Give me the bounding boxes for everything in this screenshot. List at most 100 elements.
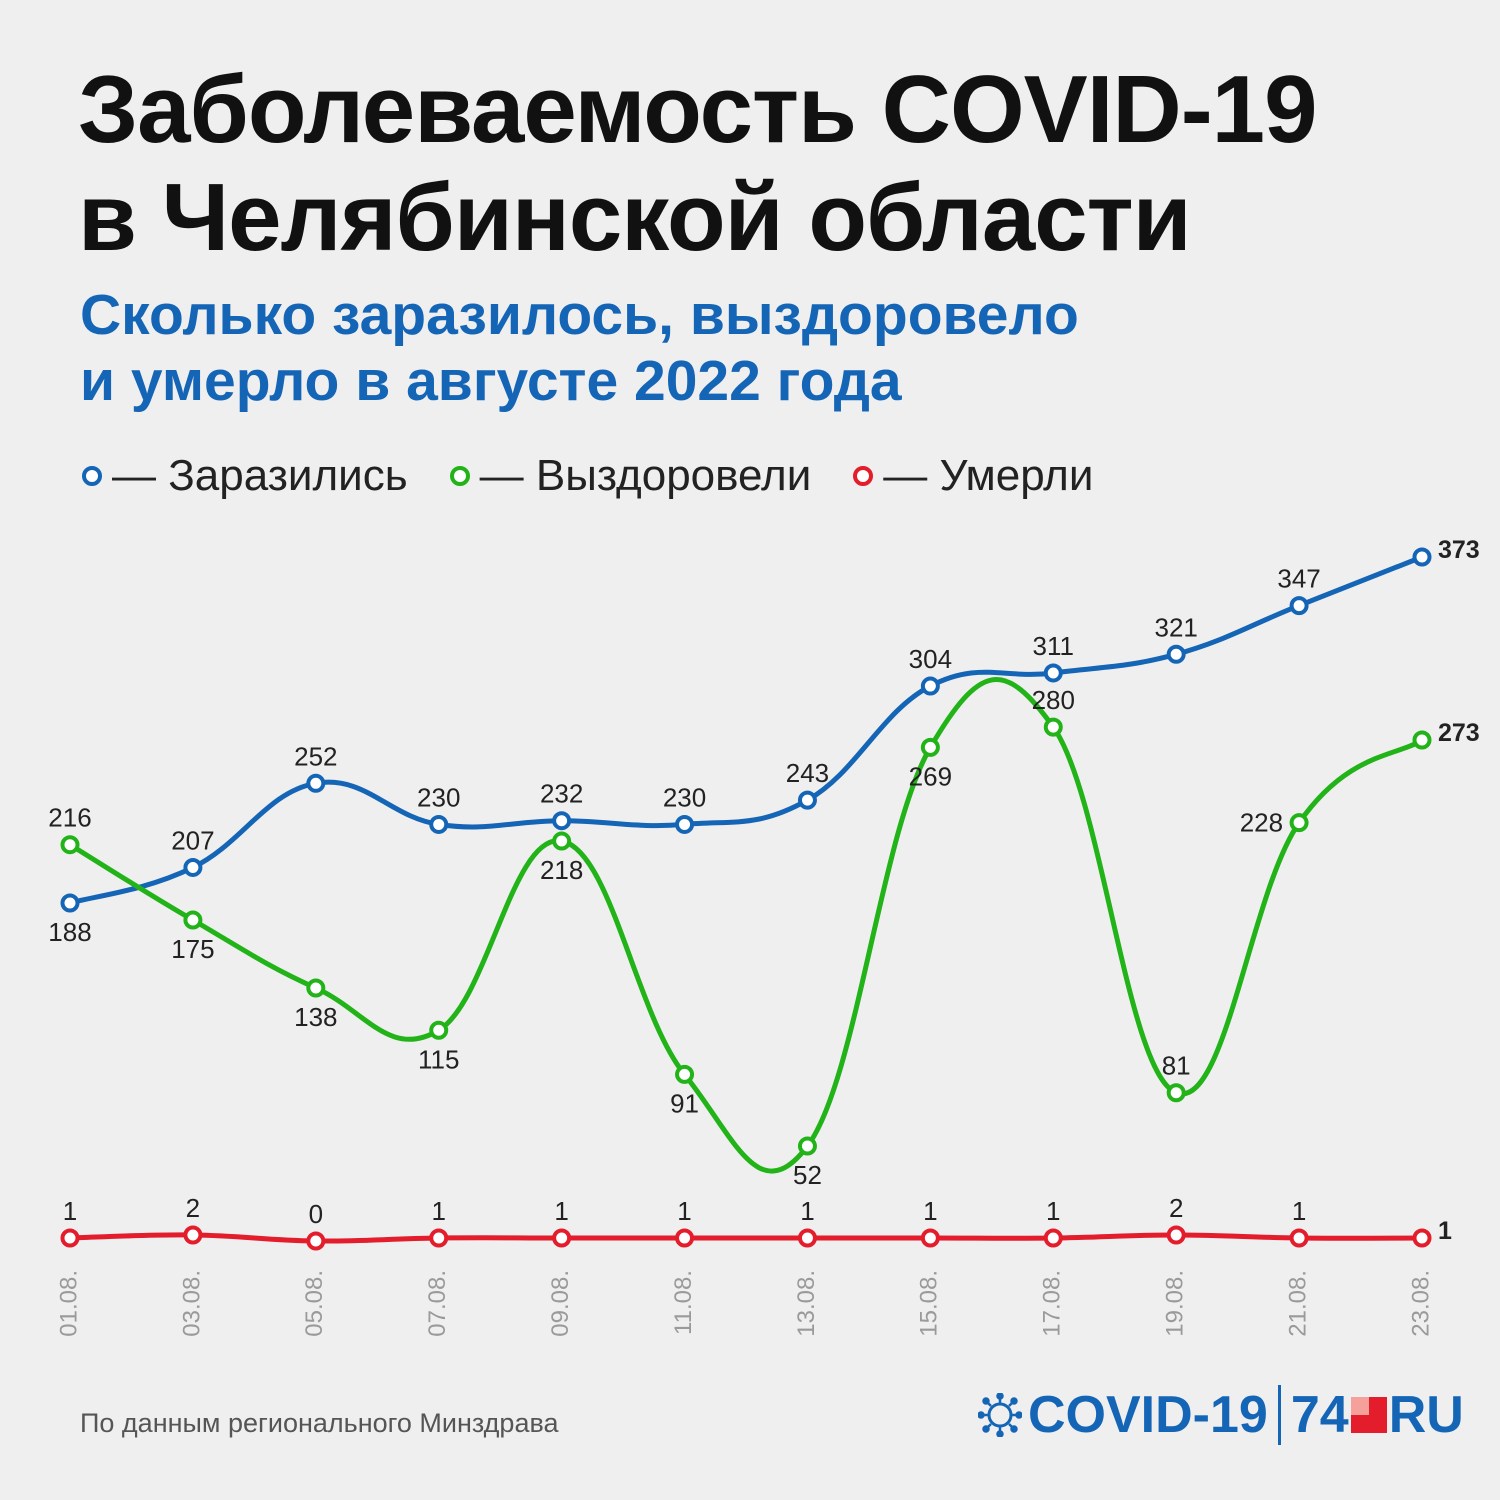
brand-logo: COVID-19 74 RU — [978, 1382, 1464, 1448]
x-tick-label: 03.08. — [178, 1270, 205, 1337]
legend-item-died: — Умерли — [853, 451, 1093, 501]
data-point-died — [306, 1231, 326, 1251]
data-label-infected: 321 — [1154, 612, 1197, 642]
x-tick-label: 05.08. — [301, 1270, 328, 1337]
data-label-recovered: 115 — [418, 1044, 459, 1074]
legend-marker-recovered — [449, 466, 470, 486]
data-point-died — [675, 1228, 695, 1248]
brand-covid-text: COVID-19 — [1028, 1386, 1268, 1444]
legend-label-infected: — Заразились — [112, 451, 408, 500]
x-tick-label: 19.08. — [1162, 1270, 1189, 1337]
data-point-died — [1412, 1228, 1432, 1248]
data-label-died: 2 — [1169, 1193, 1183, 1223]
data-point-infected — [1289, 596, 1309, 616]
data-point-recovered — [306, 978, 326, 998]
virus-icon — [978, 1393, 1022, 1437]
data-point-died — [920, 1228, 940, 1248]
data-point-recovered — [429, 1020, 449, 1040]
data-point-infected — [429, 814, 449, 834]
page-title: Заболеваемость COVID-19 в Челябинской об… — [78, 56, 1317, 272]
source-note: По данным регионального Минздрава — [80, 1408, 559, 1438]
subtitle-line-2: и умерло в августе 2022 года — [80, 349, 902, 413]
data-label-died: 1 — [431, 1196, 445, 1226]
data-label-died: 1 — [800, 1196, 814, 1226]
data-label-infected: 230 — [417, 782, 460, 812]
data-label-infected: 347 — [1277, 564, 1320, 594]
data-point-recovered — [920, 737, 940, 757]
brand-ru-text: RU — [1388, 1386, 1464, 1444]
data-label-infected: 207 — [171, 825, 214, 855]
data-label-died: 2 — [186, 1193, 200, 1223]
legend-label-died: — Умерли — [883, 451, 1094, 500]
data-label-recovered: 52 — [793, 1160, 822, 1190]
data-point-infected — [1043, 663, 1063, 683]
data-label-recovered: 81 — [1162, 1051, 1191, 1081]
legend-marker-infected — [82, 466, 102, 486]
legend-item-recovered: — Выздоровели — [449, 451, 812, 501]
x-tick-label: 17.08. — [1039, 1270, 1066, 1337]
data-label-recovered: 273 — [1438, 719, 1480, 747]
data-label-recovered: 280 — [1032, 685, 1075, 715]
data-label-died: 0 — [309, 1199, 323, 1229]
x-tick-label: 07.08. — [424, 1270, 451, 1337]
data-label-recovered: 218 — [540, 855, 583, 885]
x-tick-label: 21.08. — [1284, 1270, 1311, 1337]
legend-label-recovered: — Выздоровели — [479, 451, 812, 500]
title-line-1: Заболеваемость COVID-19 — [78, 56, 1317, 163]
data-point-infected — [797, 790, 817, 810]
data-point-infected — [60, 893, 80, 913]
x-tick-label: 01.08. — [55, 1270, 82, 1337]
data-label-infected: 230 — [663, 782, 706, 812]
legend-marker-died — [853, 466, 874, 486]
data-point-died — [552, 1228, 572, 1248]
title-line-2: в Челябинской области — [78, 164, 1192, 271]
data-point-died — [1166, 1225, 1186, 1245]
data-label-died: 1 — [63, 1196, 77, 1226]
x-tick-label: 11.08. — [670, 1270, 697, 1335]
page-subtitle: Сколько заразилось, выздоровело и умерло… — [80, 282, 1079, 414]
brand-74-text: 74 — [1290, 1386, 1349, 1444]
data-point-infected — [552, 811, 572, 831]
data-point-died — [1043, 1228, 1063, 1248]
data-point-infected — [1166, 644, 1186, 664]
data-label-infected: 304 — [909, 644, 952, 674]
brand-divider — [1277, 1385, 1281, 1445]
data-label-died: 1 — [1046, 1196, 1060, 1226]
x-tick-label: 09.08. — [547, 1270, 574, 1337]
series-line-infected — [67, 554, 1425, 906]
data-label-recovered: 138 — [294, 1002, 337, 1032]
data-label-infected: 232 — [540, 779, 583, 809]
data-point-infected — [183, 857, 203, 877]
data-point-recovered — [60, 835, 80, 855]
data-point-died — [1289, 1228, 1309, 1248]
data-point-recovered — [552, 831, 572, 851]
data-point-infected — [920, 676, 940, 696]
x-tick-label: 13.08. — [793, 1270, 820, 1337]
data-point-infected — [675, 814, 695, 834]
data-point-recovered — [1043, 717, 1063, 737]
data-point-died — [60, 1228, 80, 1248]
data-label-infected: 243 — [786, 758, 829, 788]
data-label-died: 1 — [554, 1196, 568, 1226]
data-point-recovered — [1289, 813, 1309, 833]
data-label-died: 1 — [1292, 1196, 1306, 1226]
data-point-died — [183, 1225, 203, 1245]
data-point-recovered — [183, 910, 203, 930]
subtitle-line-1: Сколько заразилось, выздоровело — [80, 283, 1079, 347]
x-tick-label: 15.08. — [916, 1270, 943, 1337]
data-label-recovered: 175 — [171, 934, 214, 964]
data-label-infected: 311 — [1033, 631, 1074, 661]
series-line-recovered — [67, 677, 1425, 1174]
data-label-infected: 373 — [1438, 536, 1480, 564]
data-label-recovered: 91 — [670, 1088, 699, 1118]
data-point-died — [797, 1228, 817, 1248]
data-point-recovered — [1412, 730, 1432, 750]
legend-item-infected: — Заразились — [82, 451, 408, 501]
data-label-recovered: 216 — [48, 803, 91, 833]
data-label-died: 1 — [923, 1196, 937, 1226]
data-label-died: 1 — [1438, 1217, 1452, 1245]
data-label-died: 1 — [677, 1196, 691, 1226]
data-point-infected — [1412, 547, 1432, 567]
data-label-infected: 188 — [48, 917, 91, 947]
